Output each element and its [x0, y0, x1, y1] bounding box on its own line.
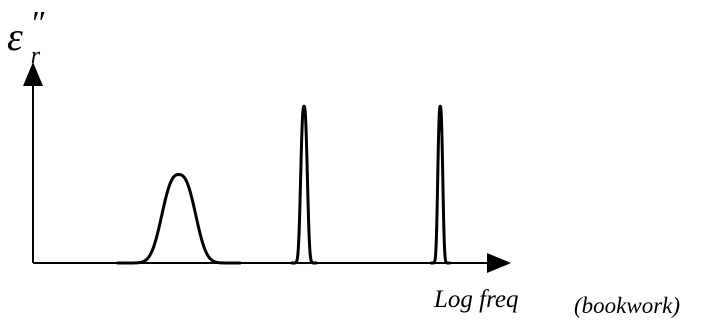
y-axis-label: ε r	[7, 14, 41, 69]
y-axis-label-subscript: r	[31, 43, 41, 69]
x-axis-arrow	[487, 253, 511, 273]
y-axis-label-superscript: ″	[30, 5, 45, 42]
x-axis-label: Log freq	[433, 286, 519, 313]
peak-1	[116, 173, 242, 265]
peaks-group	[116, 104, 451, 265]
annotation-bookwork: (bookwork)	[574, 293, 680, 318]
peak-2	[290, 104, 318, 265]
y-axis-label-symbol: ε	[7, 14, 23, 59]
peak-3	[429, 104, 451, 265]
y-axis-arrow	[23, 62, 43, 86]
